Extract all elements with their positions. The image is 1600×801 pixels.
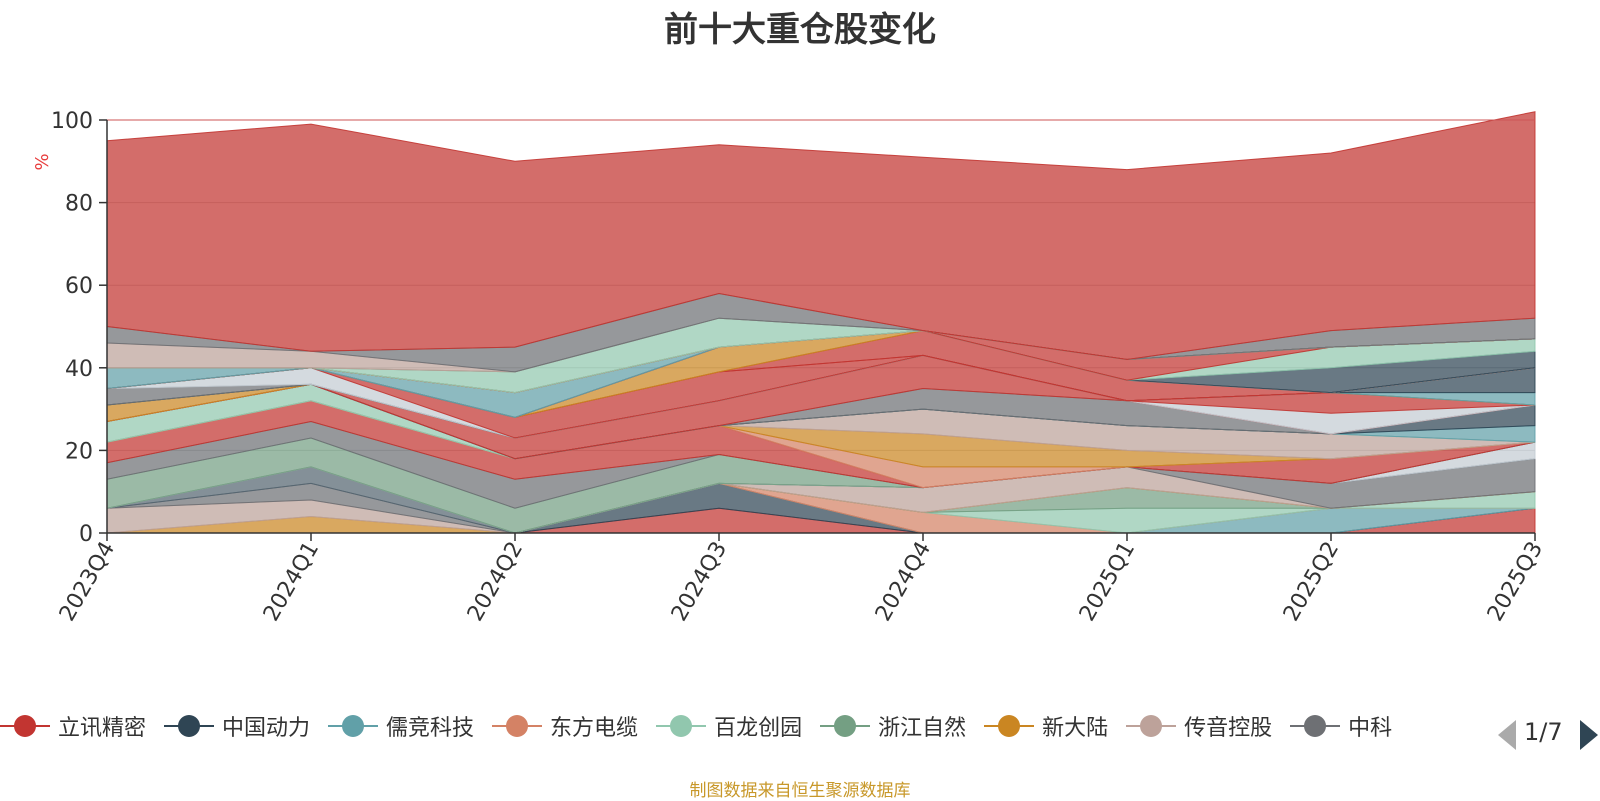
legend-label: 儒竞科技	[386, 716, 475, 741]
legend-prev-page-icon[interactable]	[1498, 720, 1516, 750]
y-tick-label: 80	[65, 192, 93, 217]
legend-marker-icon	[656, 714, 707, 738]
y-tick-label: 0	[79, 522, 93, 547]
area-其他2	[106, 111, 1536, 361]
x-tick-label: 2024Q3	[667, 538, 732, 626]
legend-marker-icon	[1126, 714, 1177, 738]
x-tick-label: 2025Q1	[1075, 538, 1140, 626]
x-tick-label: 2023Q4	[55, 538, 120, 626]
legend-pager: 1/7	[1498, 716, 1600, 752]
x-tick-label: 2025Q2	[1279, 538, 1344, 626]
legend-label: 立讯精密	[58, 716, 147, 741]
stacked-area-chart: 0 20 40 60 80 100% 2023Q4 2024Q1 2024Q2 2024Q3 202…	[32, 109, 1548, 626]
legend-page-indicator: 1/7	[1524, 718, 1563, 746]
x-tick-label: 2024Q1	[259, 538, 324, 626]
legend-marker-icon	[492, 714, 543, 738]
chart-title: 前十大重仓股变化	[664, 10, 936, 50]
y-axis-title: %	[32, 153, 53, 170]
legend-next-page-icon[interactable]	[1580, 720, 1598, 750]
legend-marker-icon	[0, 714, 50, 738]
legend-item[interactable]: 立讯精密	[0, 706, 146, 746]
legend-marker-icon	[820, 714, 871, 738]
y-tick-label: 40	[65, 357, 93, 382]
legend-item[interactable]: 传音控股	[1126, 706, 1272, 746]
legend-item[interactable]: 新大陆	[984, 706, 1108, 746]
data-source-note: 制图数据来自恒生聚源数据库	[689, 781, 911, 801]
y-tick-label: 20	[65, 439, 93, 464]
legend-label: 百龙创园	[714, 716, 803, 741]
legend-item[interactable]: 百龙创园	[656, 706, 802, 746]
y-tick-label: 100	[51, 109, 93, 134]
legend-label: 浙江自然	[878, 716, 967, 741]
legend-item[interactable]: 浙江自然	[820, 706, 966, 746]
y-tick-label: 60	[65, 274, 93, 299]
legend-marker-icon	[164, 714, 215, 738]
legend-label: 新大陆	[1042, 716, 1109, 741]
legend-marker-icon	[1290, 714, 1341, 738]
legend-item[interactable]: 儒竞科技	[328, 706, 474, 746]
area-series	[106, 111, 1536, 534]
x-tick-label: 2024Q2	[463, 538, 528, 626]
legend: 立讯精密 中国动力 儒竞科技 东方电缆 百龙创园 浙江自然 新大陆 传音控股 中科	[0, 706, 1490, 746]
legend-label: 中国动力	[222, 716, 311, 741]
legend-marker-icon	[984, 714, 1035, 738]
legend-item[interactable]: 中国动力	[164, 706, 310, 746]
x-tick-label: 2025Q3	[1483, 538, 1548, 626]
legend-item[interactable]: 中科	[1290, 706, 1392, 746]
legend-label: 传音控股	[1184, 716, 1273, 741]
x-tick-label: 2024Q4	[871, 538, 936, 626]
legend-item[interactable]: 东方电缆	[492, 706, 638, 746]
legend-label: 东方电缆	[550, 716, 639, 741]
legend-label: 中科	[1348, 716, 1393, 741]
legend-marker-icon	[328, 714, 379, 738]
